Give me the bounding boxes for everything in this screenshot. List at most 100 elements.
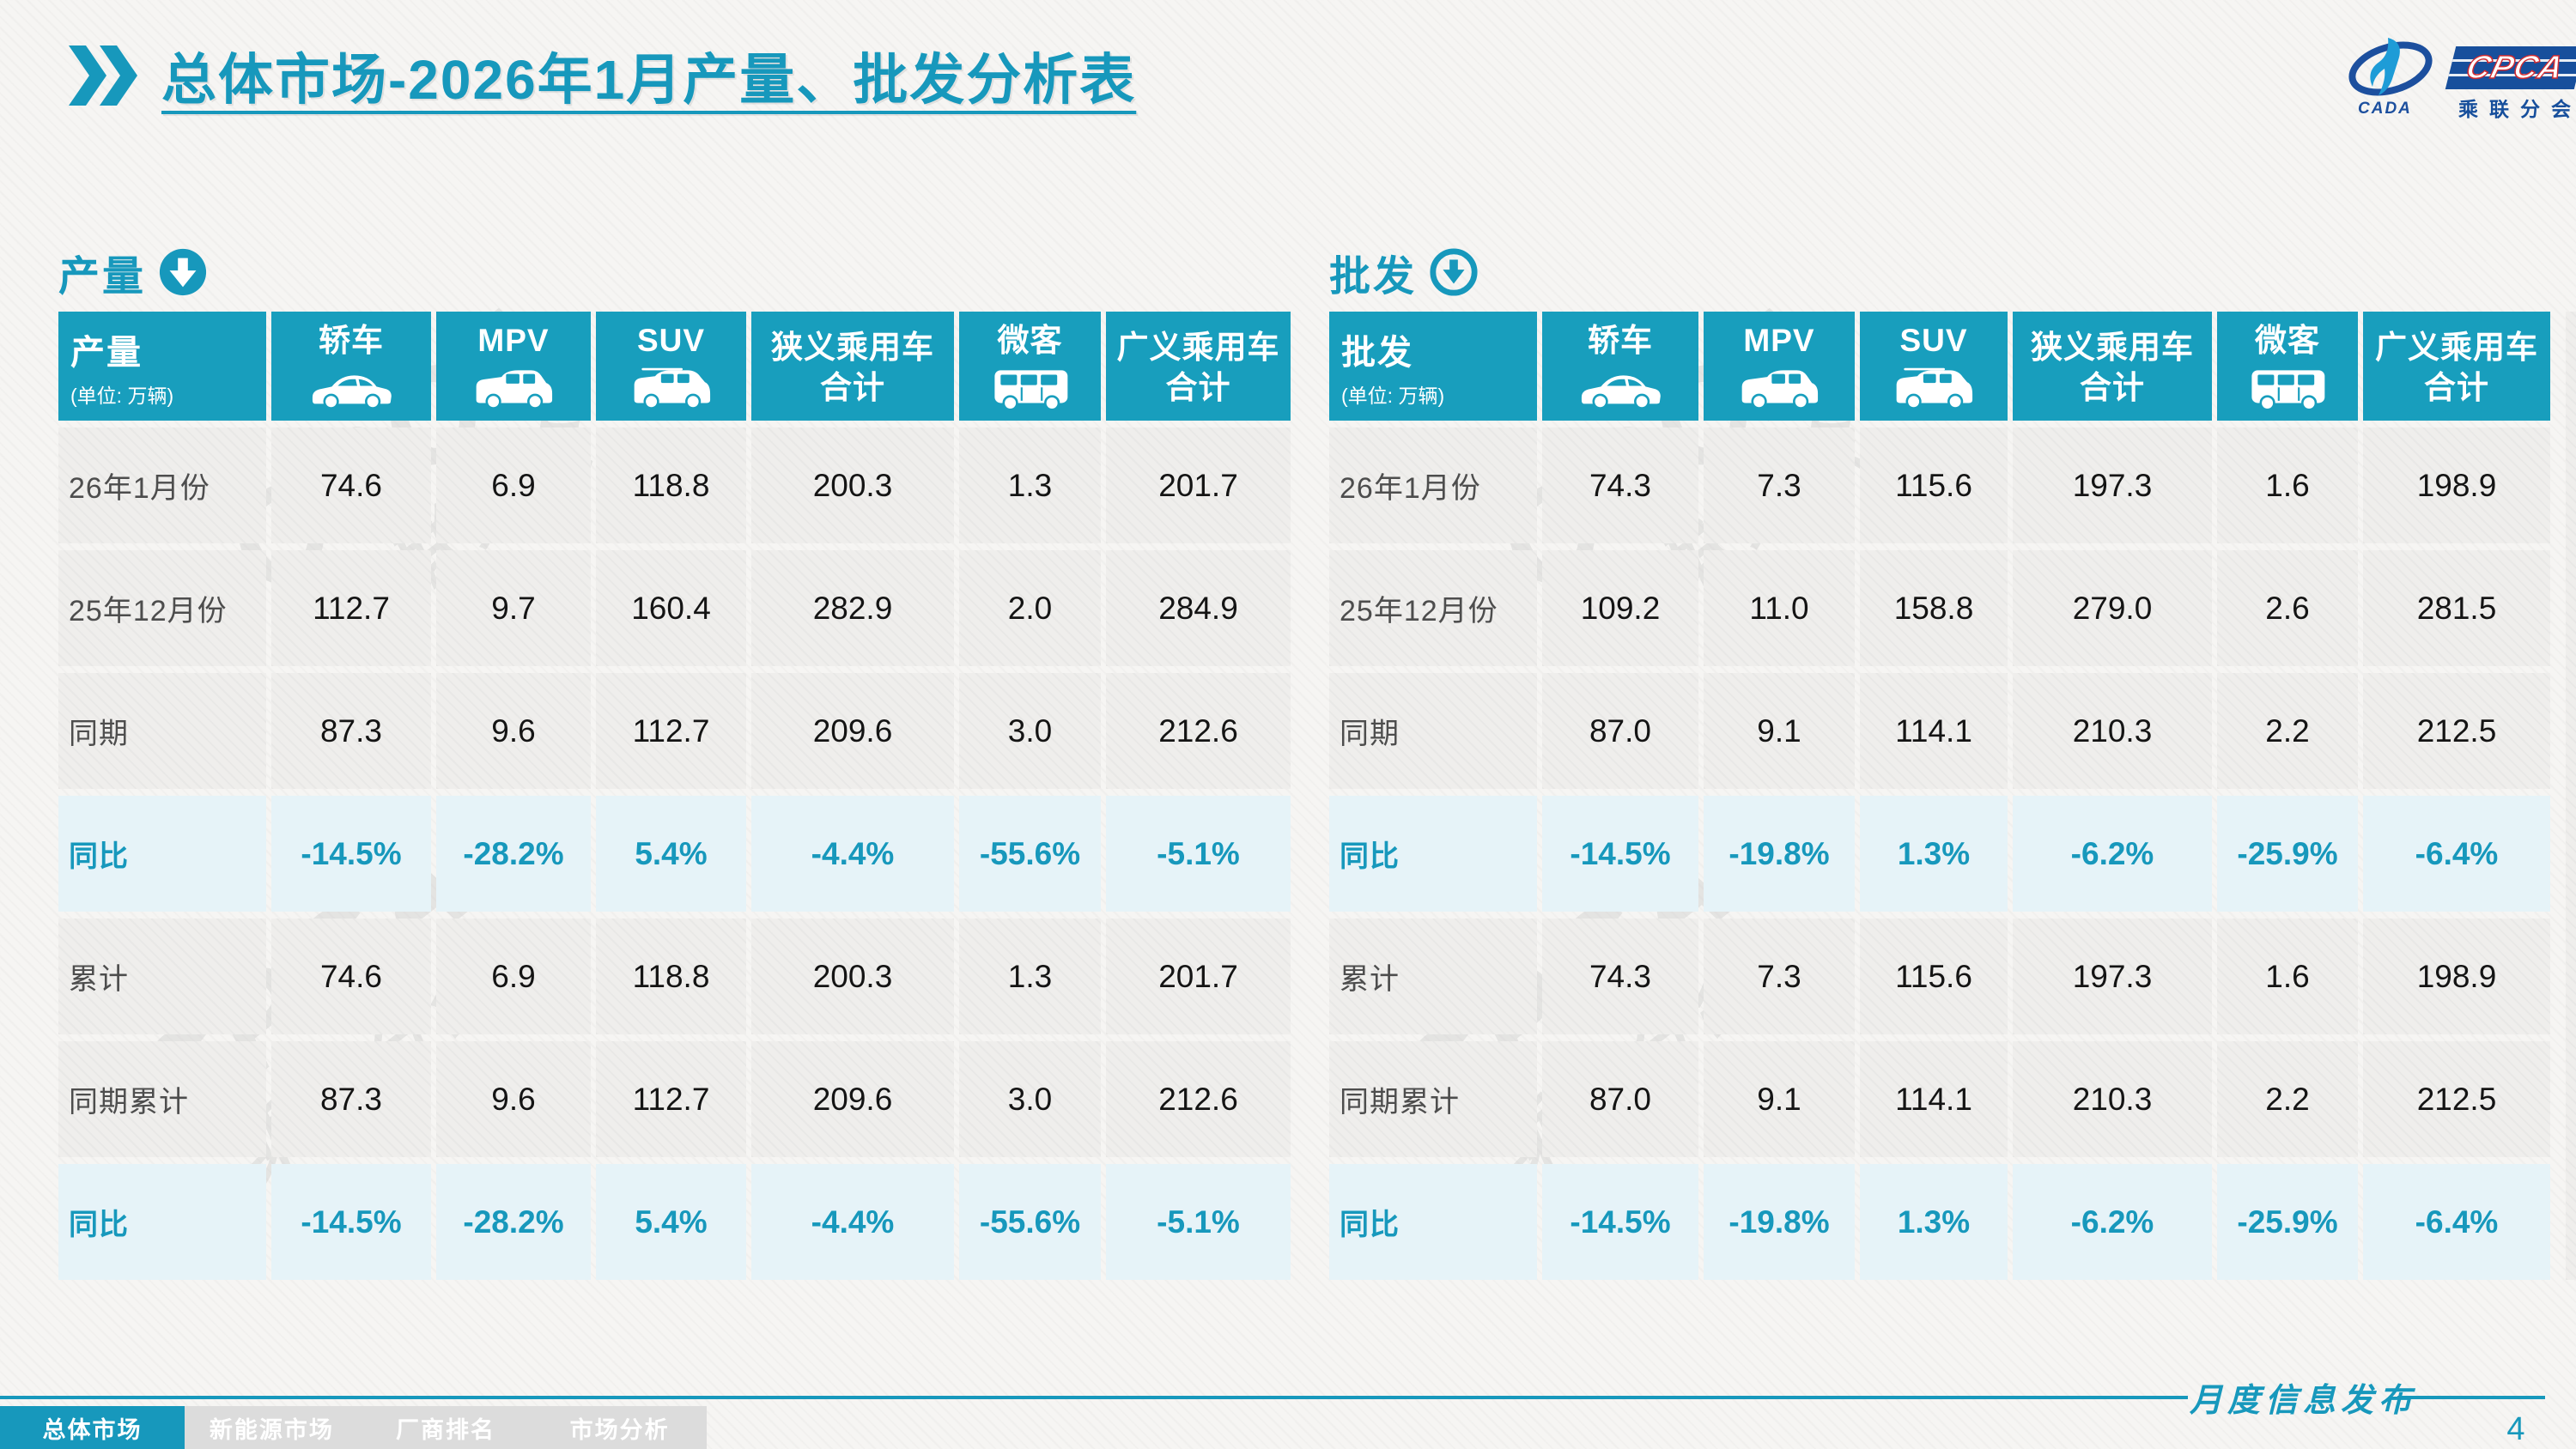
data-cell: 281.5 [2363,550,2550,666]
data-cell: -55.6% [959,1164,1101,1280]
data-cell: -5.1% [1106,1164,1291,1280]
data-cell: 74.6 [271,919,431,1034]
data-cell: 197.3 [2013,427,2212,543]
data-cell: 5.4% [596,796,746,912]
tab-nev-market[interactable]: 新能源市场 [209,1416,334,1443]
column-header: 轿车 [1542,312,1698,421]
column-header: MPV [1704,312,1855,421]
column-header: 微客 [2217,312,2358,421]
data-cell: -25.9% [2217,796,2358,912]
wholesale-corner-header: 批发 (单位: 万辆) [1329,312,1537,421]
data-cell: -28.2% [436,796,591,912]
suv-icon [1889,365,1978,413]
title-row: 总体市场-2026年1月产量、批发分析表 [60,36,1136,115]
data-cell: 114.1 [1860,1041,2008,1157]
ring-down-arrow-icon [1430,248,1478,296]
data-cell: 5.4% [596,1164,746,1280]
data-cell: 87.0 [1542,1041,1698,1157]
svg-text:CADA: CADA [2358,100,2412,117]
data-cell: -4.4% [751,796,954,912]
data-cell: -25.9% [2217,1164,2358,1280]
production-table: 产量 (单位: 万辆) 轿车 MPV SUV 狭义乘用车 合计 微客 广义乘用车 合计 26年1月份… [58,312,1291,1280]
data-cell: 74.6 [271,427,431,543]
data-cell: -4.4% [751,1164,954,1280]
data-cell: 87.3 [271,673,431,789]
data-cell: 1.3% [1860,796,2008,912]
data-cell: 115.6 [1860,919,2008,1034]
data-cell: -5.1% [1106,796,1291,912]
data-cell: -6.4% [2363,796,2550,912]
tab-overall-market[interactable]: 总体市场 [0,1406,185,1449]
data-cell: 9.6 [436,1041,591,1157]
row-label: 同期累计 [58,1041,266,1157]
footer-rule [2397,1396,2545,1399]
table-edge-sliver [2566,312,2576,1280]
data-cell: 1.3% [1860,1164,2008,1280]
data-cell: 200.3 [751,919,954,1034]
data-cell: 201.7 [1106,919,1291,1034]
data-cell: 112.7 [271,550,431,666]
data-cell: 11.0 [1704,550,1855,666]
cpca-wordmark: CPCA [2462,49,2568,87]
data-cell: -6.2% [2013,796,2212,912]
data-cell: -6.4% [2363,1164,2550,1280]
column-header: 轿车 [271,312,431,421]
column-header: 狭义乘用车 合计 [2013,312,2212,421]
tab-group: 新能源市场 厂商排名 市场分析 [185,1406,707,1449]
column-header: 广义乘用车 合计 [1106,312,1291,421]
data-cell: 115.6 [1860,427,2008,543]
tab-market-analysis[interactable]: 市场分析 [569,1416,670,1443]
data-cell: -19.8% [1704,796,1855,912]
cpca-subtitle: 乘联分会 [2458,98,2576,120]
column-header: SUV [1860,312,2008,421]
row-label: 25年12月份 [58,550,266,666]
row-label: 同比 [1329,1164,1537,1280]
circle-down-arrow-icon [159,248,207,296]
data-cell: 2.2 [2217,673,2358,789]
data-cell: 212.5 [2363,1041,2550,1157]
footer-caption: 月度信息发布 [2190,1380,2417,1419]
tab-oem-ranking[interactable]: 厂商排名 [396,1416,495,1443]
data-cell: -6.2% [2013,1164,2212,1280]
data-cell: 209.6 [751,673,954,789]
data-cell: 9.7 [436,550,591,666]
row-label: 同比 [58,1164,266,1280]
data-cell: 1.3 [959,919,1101,1034]
mpv-icon [469,365,558,413]
data-cell: 9.1 [1704,1041,1855,1157]
column-header: 微客 [959,312,1101,421]
bottom-tab-bar: 总体市场 新能源市场 厂商排名 市场分析 [0,1406,2576,1449]
data-cell: 1.3 [959,427,1101,543]
row-label: 26年1月份 [1329,427,1537,543]
mpv-icon [1735,365,1824,413]
data-cell: 279.0 [2013,550,2212,666]
data-cell: 212.6 [1106,673,1291,789]
minibus-icon [986,365,1075,413]
wholesale-table: 批发 (单位: 万辆) 轿车 MPV SUV 狭义乘用车 合计 微客 广义乘用车 合计 26年1月份… [1329,312,2550,1280]
minibus-icon [2243,365,2332,413]
data-cell: 114.1 [1860,673,2008,789]
column-header: 狭义乘用车 合计 [751,312,954,421]
footer-rule [0,1396,2188,1399]
data-cell: 158.8 [1860,550,2008,666]
data-cell: -19.8% [1704,1164,1855,1280]
data-cell: 112.7 [596,673,746,789]
data-cell: 210.3 [2013,673,2212,789]
data-cell: 6.9 [436,427,591,543]
production-corner-header: 产量 (单位: 万辆) [58,312,266,421]
data-cell: 9.6 [436,673,591,789]
data-cell: 2.0 [959,550,1101,666]
data-cell: 1.6 [2217,919,2358,1034]
data-cell: -28.2% [436,1164,591,1280]
data-cell: 109.2 [1542,550,1698,666]
column-header: 广义乘用车 合计 [2363,312,2550,421]
row-label: 同期累计 [1329,1041,1537,1157]
data-cell: -55.6% [959,796,1101,912]
sedan-icon [1576,365,1665,413]
cpca-logo: CADA CPCA 乘联分会 [2341,34,2576,122]
cpca-wordmark-box: CPCA [2445,46,2576,89]
data-cell: 6.9 [436,919,591,1034]
data-cell: -14.5% [271,1164,431,1280]
data-cell: 201.7 [1106,427,1291,543]
data-cell: 87.3 [271,1041,431,1157]
